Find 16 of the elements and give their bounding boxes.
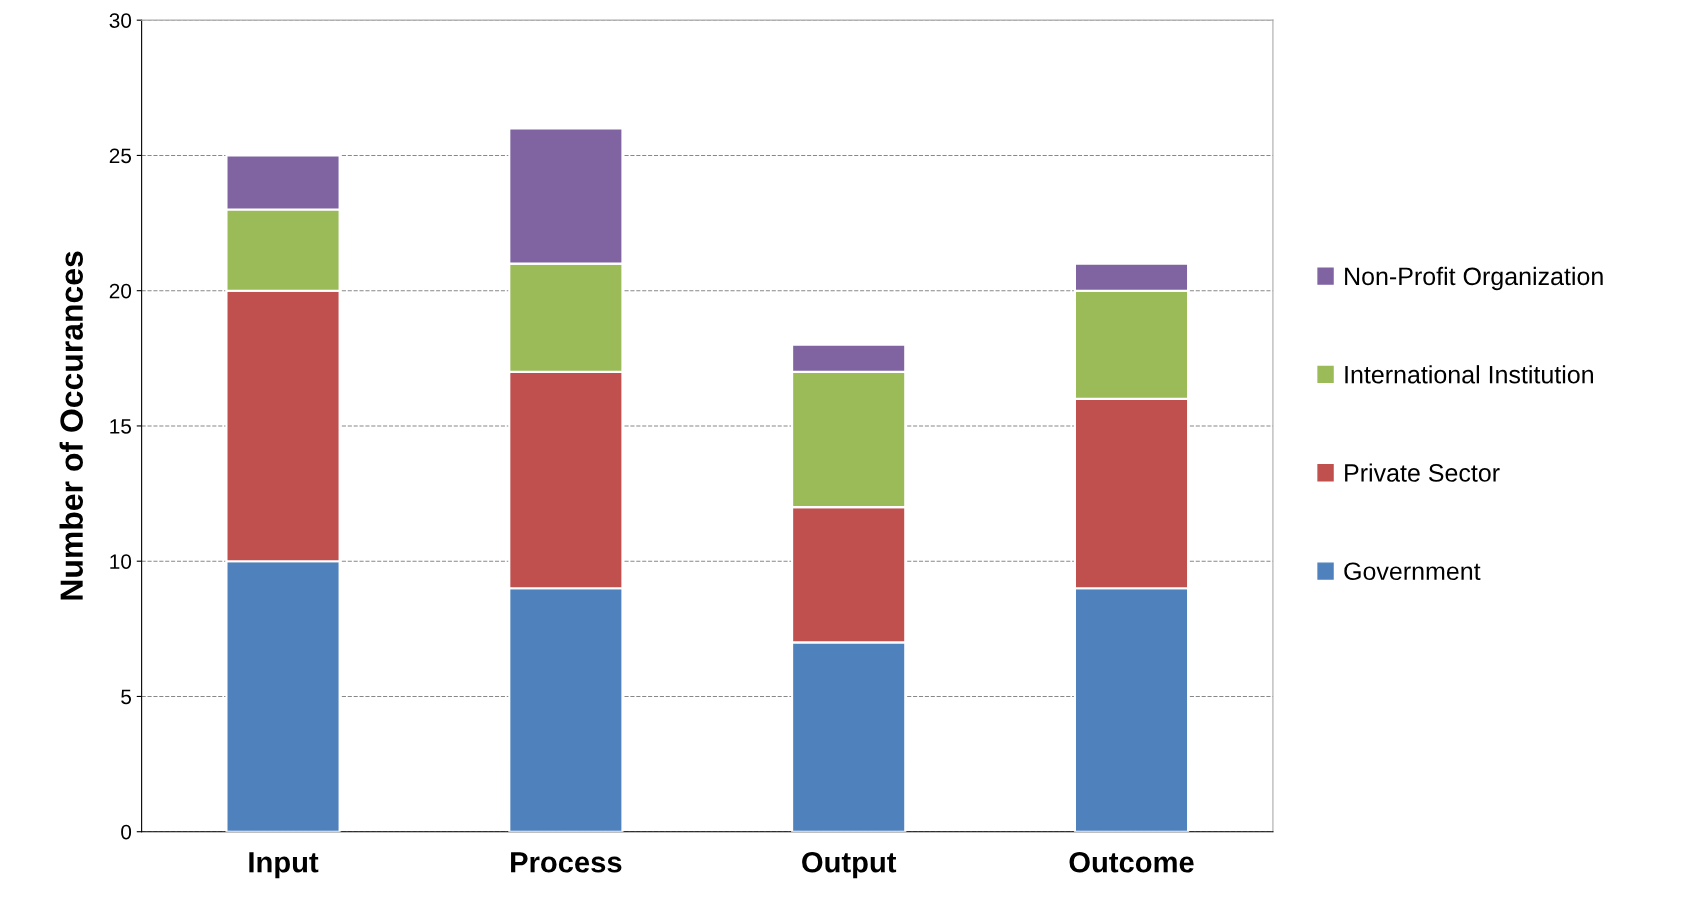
y-tick-label: 10	[110, 554, 132, 569]
y-tick-label: 30	[109, 13, 132, 28]
x-tick-label: Process	[511, 852, 622, 873]
x-tick-label: Outcome	[1069, 851, 1194, 873]
y-axis-title: Number of Occurances	[59, 251, 83, 600]
legend-label: International Institution	[1345, 365, 1593, 384]
y-tick-label: 25	[109, 148, 132, 164]
y-tick-label: 5	[121, 689, 132, 705]
y-tick-label: 15	[110, 419, 132, 434]
legend-label: Government	[1344, 562, 1481, 581]
legend-label: Non-Profit Organization	[1345, 266, 1603, 291]
x-tick-label: Output	[802, 851, 897, 879]
legend-label: Private Sector	[1345, 463, 1500, 482]
y-tick-label: 20	[109, 283, 132, 299]
y-tick-label: 0	[121, 824, 132, 840]
x-tick-label: Input	[249, 852, 319, 879]
